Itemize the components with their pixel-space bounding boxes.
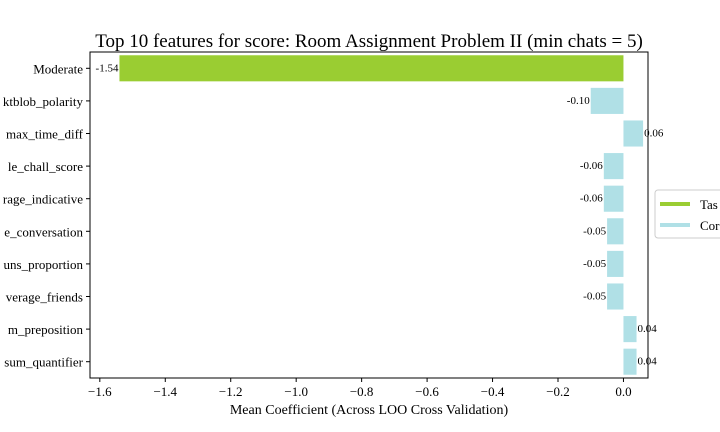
- y-tick-label: e_conversation: [4, 224, 83, 239]
- y-tick-label: Moderate: [33, 61, 83, 76]
- bars-group: [119, 55, 644, 375]
- plot-frame: [89, 51, 649, 379]
- bar-value-label: 0.04: [638, 356, 658, 368]
- y-axis-ticks: Moderate ktblob_polarity max_time_diff le_c…: [3, 61, 90, 370]
- bar-value-label: -0.05: [583, 225, 606, 237]
- x-tick-label: −0.2: [546, 384, 570, 399]
- y-tick-label: rage_indicative: [3, 192, 83, 207]
- value-labels-group: -1.54 -0.10 0.06 -0.06 -0.06 -0.05 -0.05 -0.05 0…: [96, 62, 664, 367]
- x-tick-label: −1.6: [88, 384, 112, 399]
- bar: [603, 153, 624, 180]
- legend: Tas Cor: [654, 189, 720, 239]
- y-tick-label: m_preposition: [8, 322, 84, 337]
- bar: [623, 316, 637, 343]
- bar-value-label: -0.06: [580, 160, 603, 172]
- x-axis-label: Mean Coefficient (Across LOO Cross Valid…: [230, 403, 509, 418]
- y-tick-label: verage_friends: [6, 290, 83, 305]
- y-tick-label: le_chall_score: [8, 159, 83, 174]
- x-tick-label: −0.6: [415, 384, 439, 399]
- bar: [590, 87, 624, 114]
- bar: [623, 120, 644, 147]
- bar: [119, 55, 624, 82]
- x-tick-label: −1.2: [219, 384, 243, 399]
- x-axis-ticks: −1.6 −1.4 −1.2 −1.0 −0.8 −0.6 −0.4 −0.2 0.0: [88, 378, 632, 399]
- chart-title: Top 10 features for score: Room Assignme…: [95, 31, 643, 52]
- bar-value-label: -1.54: [96, 62, 119, 74]
- x-tick-label: −1.0: [284, 384, 308, 399]
- bar: [603, 185, 624, 212]
- bar: [607, 250, 624, 277]
- legend-label: Tas: [700, 197, 718, 212]
- x-tick-label: −1.4: [153, 384, 177, 399]
- bar-value-label: -0.10: [567, 95, 590, 107]
- y-tick-label: uns_proportion: [4, 257, 84, 272]
- bar: [623, 348, 637, 375]
- bar: [607, 283, 624, 310]
- legend-label: Cor: [700, 218, 720, 233]
- y-tick-label: max_time_diff: [6, 127, 84, 142]
- bar-value-label: 0.04: [638, 323, 658, 335]
- x-tick-label: 0.0: [615, 384, 631, 399]
- y-tick-label: sum_quantifier: [4, 355, 83, 370]
- bar-value-label: -0.05: [583, 291, 606, 303]
- bar-value-label: -0.05: [583, 258, 606, 270]
- bar-value-label: -0.06: [580, 193, 603, 205]
- x-tick-label: −0.8: [350, 384, 374, 399]
- bar-value-label: 0.06: [644, 128, 664, 140]
- x-tick-label: −0.4: [481, 384, 505, 399]
- bar: [607, 218, 624, 245]
- y-tick-label: ktblob_polarity: [3, 94, 84, 109]
